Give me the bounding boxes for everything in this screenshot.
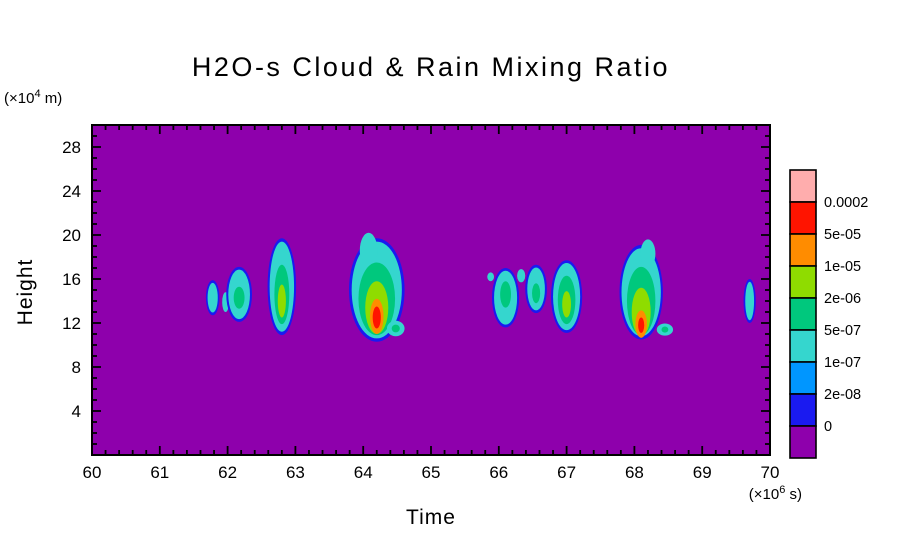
colorbar-label: 1e-05 — [824, 259, 861, 275]
y-tick-label: 4 — [72, 402, 81, 421]
chart-title: H2O-s Cloud & Rain Mixing Ratio — [191, 52, 671, 82]
ticks — [91, 125, 771, 455]
y-unit-exponent: 4 — [34, 88, 41, 100]
x-tick-label: 60 — [83, 463, 102, 482]
y-unit-prefix: (×10 — [4, 90, 35, 107]
cloud-blob-layer — [661, 326, 669, 333]
x-axis-title: Time — [406, 506, 456, 529]
colorbar-label: 0.0002 — [824, 195, 868, 211]
x-tick-label: 62 — [218, 463, 237, 482]
y-tick-label: 16 — [62, 270, 81, 289]
x-tick-label: 64 — [354, 463, 373, 482]
x-tick-label: 67 — [557, 463, 576, 482]
colorbar-swatch — [789, 361, 817, 395]
cloud-blob-layer — [562, 291, 572, 318]
x-tick-label: 63 — [286, 463, 305, 482]
cloud-blob-layer — [745, 281, 755, 321]
cloud-blob-layer — [517, 269, 526, 283]
cloud-blob-layer — [487, 272, 495, 282]
colorbar-label: 2e-06 — [824, 291, 861, 307]
y-tick-label: 12 — [62, 314, 81, 333]
colorbar-swatch — [789, 265, 817, 299]
y-tick-label: 20 — [62, 226, 81, 245]
y-unit-suffix: m) — [40, 90, 63, 107]
cloud-blob-layer — [638, 317, 645, 333]
x-tick-label: 68 — [625, 463, 644, 482]
colorbar-swatch — [789, 201, 817, 235]
x-unit-prefix: (×10 — [748, 486, 780, 503]
x-tick-label: 61 — [150, 463, 169, 482]
colorbar-label: 5e-07 — [824, 323, 861, 339]
colorbar-label: 0 — [824, 419, 832, 435]
y-tick-label: 28 — [62, 138, 81, 157]
x-unit-suffix: s) — [785, 486, 802, 503]
cloud-blob-layer — [277, 284, 286, 318]
colorbar-label: 1e-07 — [824, 355, 861, 371]
cloud-blob-layer — [359, 232, 378, 268]
colorbar-swatch — [789, 169, 817, 203]
y-tick-label: 8 — [72, 358, 81, 377]
colorbar-label: 2e-08 — [824, 387, 861, 403]
colorbar-swatch — [789, 393, 817, 427]
y-axis-unit-label: (×104 m) — [4, 88, 62, 107]
x-unit-exponent: 6 — [779, 484, 786, 496]
colorbar-swatch — [789, 297, 817, 331]
cloud-blob-layer — [532, 283, 541, 304]
x-tick-label: 66 — [489, 463, 508, 482]
cloud-blob-layer — [640, 239, 656, 268]
cloud-blob-layer — [207, 282, 218, 313]
x-tick-label: 69 — [693, 463, 712, 482]
y-tick-label: 24 — [62, 182, 81, 201]
cloud-blob-layer — [391, 324, 400, 333]
cloud-features — [205, 232, 756, 342]
colorbar-swatch — [789, 329, 817, 363]
colorbar-label: 5e-05 — [824, 227, 861, 243]
colorbar-swatch — [789, 233, 817, 267]
colorbar-swatch — [789, 425, 817, 459]
cloud-blob-layer — [500, 281, 512, 308]
plot-background — [92, 125, 770, 455]
cloud-blob-layer — [233, 286, 245, 309]
x-axis-unit-label: (×106 s) — [690, 484, 802, 503]
x-tick-label: 70 — [761, 463, 780, 482]
x-tick-label: 65 — [422, 463, 441, 482]
cloud-blob-layer — [372, 306, 381, 329]
